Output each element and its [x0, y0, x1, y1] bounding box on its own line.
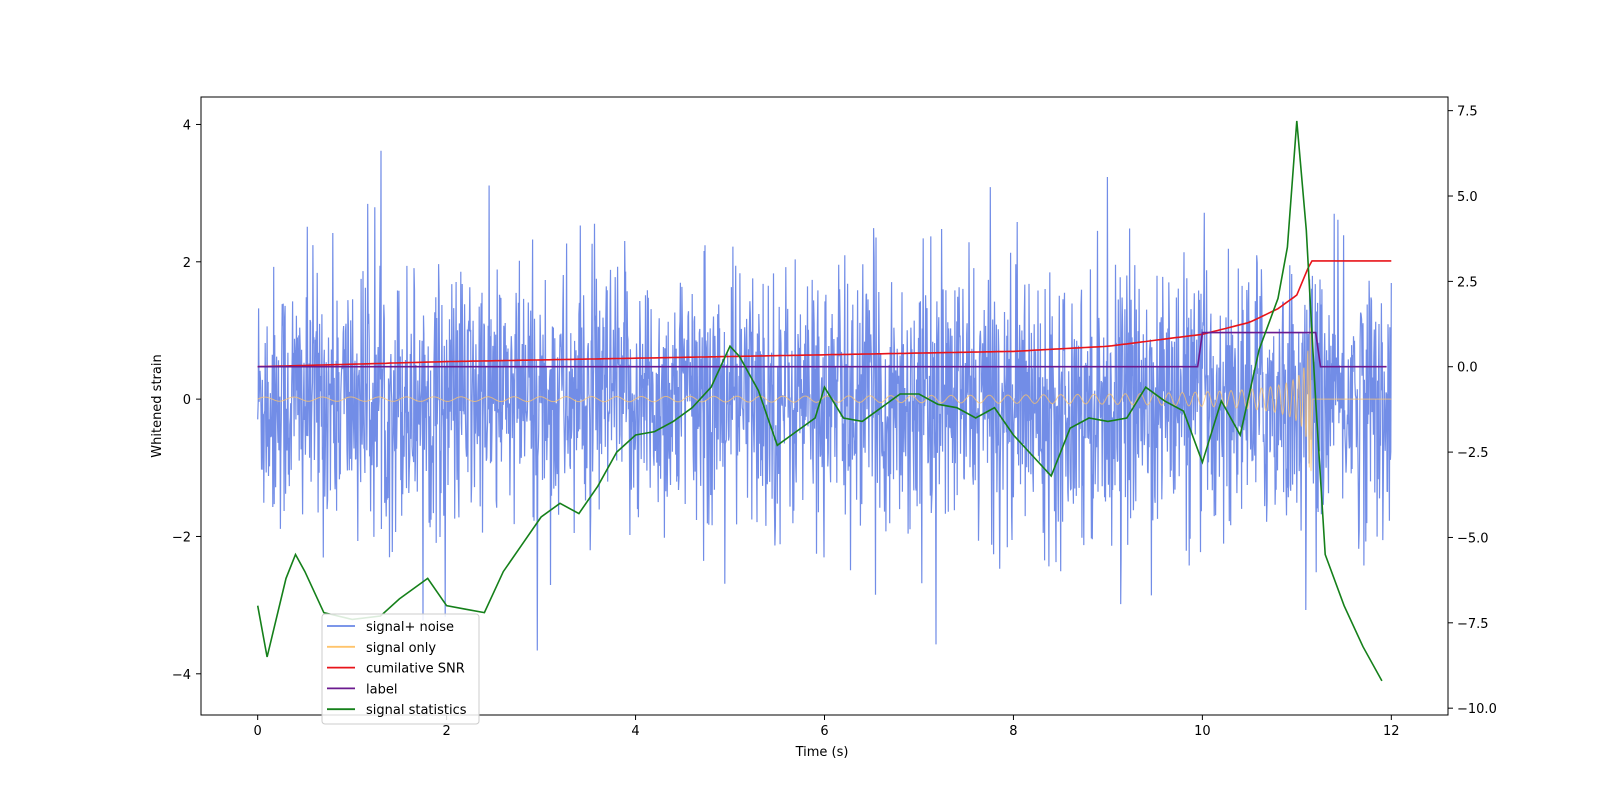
legend: signal+ noise signal only cumilative SNR la… [321, 613, 480, 725]
y2-tick-label: −7.5 [1457, 617, 1489, 632]
x-tick-label: 2 [442, 724, 450, 739]
x-tick-label: 4 [631, 724, 639, 739]
y2-tick-label: 2.5 [1457, 275, 1478, 290]
y-tick-label: 2 [183, 256, 191, 271]
legend-label: cumilative SNR [366, 662, 465, 677]
x-axis-label: Time (s) [795, 745, 849, 760]
y-axis-left: −4 −2 0 2 4 [172, 118, 201, 683]
legend-label: signal statistics [366, 703, 467, 718]
x-tick-label: 10 [1194, 724, 1211, 739]
y2-tick-label: 7.5 [1457, 105, 1478, 120]
y2-tick-label: −10.0 [1457, 702, 1497, 717]
series-signal-statistics [256, 120, 1383, 682]
x-tick-label: 6 [820, 724, 828, 739]
y-axis-right: −10.0 −7.5 −5.0 −2.5 0.0 2.5 5.0 7.5 [1448, 105, 1497, 717]
y2-tick-label: −5.0 [1457, 531, 1489, 546]
y2-tick-label: −2.5 [1457, 446, 1489, 461]
legend-label: label [366, 682, 397, 697]
y2-tick-label: 5.0 [1457, 190, 1478, 205]
x-axis: 0 2 4 6 8 10 12 [254, 715, 1400, 739]
y-tick-label: 0 [183, 393, 191, 408]
y-tick-label: −2 [172, 530, 191, 545]
legend-box [321, 613, 480, 725]
x-tick-label: 8 [1009, 724, 1017, 739]
y-tick-label: −4 [172, 668, 191, 683]
legend-label: signal+ noise [366, 620, 454, 635]
y-axis-label: Whitened strain [150, 354, 165, 457]
legend-label: signal only [366, 641, 436, 656]
x-tick-label: 0 [254, 724, 262, 739]
series-layer [256, 120, 1392, 682]
series-label [257, 331, 1387, 368]
x-tick-label: 12 [1383, 724, 1400, 739]
y2-tick-label: 0.0 [1457, 361, 1478, 376]
y-tick-label: 4 [183, 118, 191, 133]
series-signal-only [257, 327, 1392, 472]
series-signal-noise [257, 150, 1392, 651]
